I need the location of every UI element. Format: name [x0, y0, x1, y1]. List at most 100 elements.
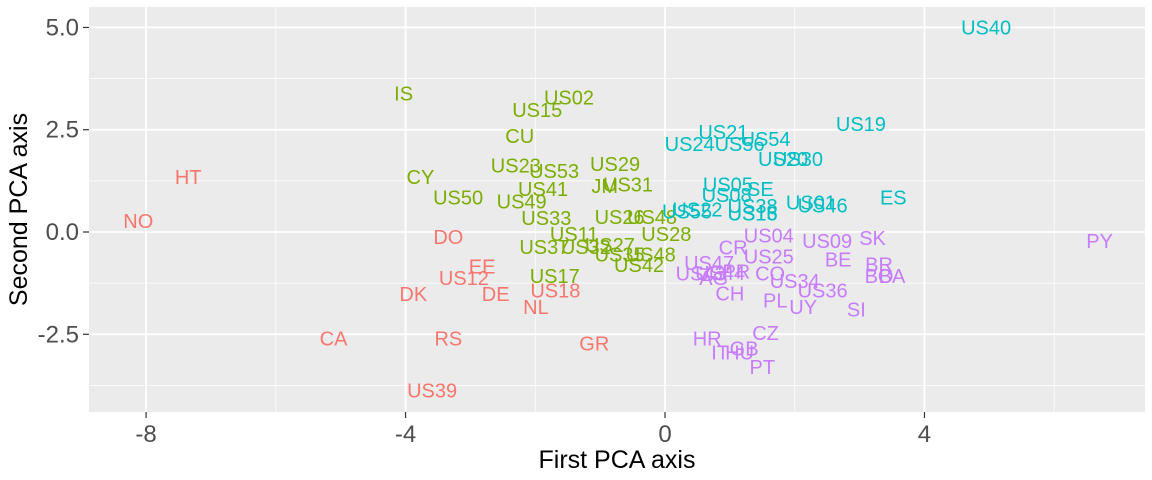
point-label-rs: RS: [434, 328, 462, 350]
point-label-it: IT: [711, 343, 729, 365]
point-label-us04: US04: [744, 225, 794, 247]
point-label-us29: US29: [590, 154, 640, 176]
x-tick-label: 4: [918, 421, 931, 448]
point-label-ch: CH: [715, 283, 744, 305]
point-label-bo: BO: [865, 266, 894, 288]
point-label-uy: UY: [789, 297, 817, 319]
point-label-ee: EE: [469, 256, 496, 278]
point-label-us02: US02: [544, 87, 594, 109]
point-label-hr: HR: [693, 328, 722, 350]
point-label-us44: US44: [695, 263, 745, 285]
point-label-de: DE: [482, 284, 510, 306]
point-label-us55: US55: [662, 202, 712, 224]
point-label-us39: US39: [407, 380, 457, 402]
point-label-ht: HT: [175, 167, 202, 189]
point-label-us05: US05: [703, 175, 753, 197]
point-label-hu: HU: [725, 343, 754, 365]
point-label-ca: CA: [320, 328, 348, 350]
point-label-us15: US15: [512, 100, 562, 122]
point-label-ag: AG: [699, 268, 728, 290]
point-label-py: PY: [1086, 231, 1113, 253]
y-tick-label: 0.0: [46, 219, 79, 246]
point-label-ba: BA: [879, 266, 906, 288]
point-label-gr: GR: [579, 334, 609, 356]
point-label-us09: US09: [802, 231, 852, 253]
point-label-us25: US25: [744, 247, 794, 269]
axis-ticks: [83, 26, 926, 418]
point-label-us17: US17: [530, 266, 580, 288]
point-label-us16: US16: [728, 204, 778, 226]
point-label-us11: US11: [550, 224, 599, 246]
major-gridlines: [89, 7, 1145, 412]
point-label-us28: US28: [641, 224, 691, 246]
point-label-cy: CY: [407, 167, 435, 189]
point-label-us50: US50: [433, 188, 483, 210]
y-tick-label: 2.5: [46, 117, 79, 144]
point-label-cu: CU: [505, 126, 534, 148]
point-label-do: DO: [433, 227, 463, 249]
point-label-cz: CZ: [752, 323, 779, 345]
point-label-us43: US43: [676, 264, 726, 286]
point-label-us21: US21: [698, 122, 748, 144]
x-tick-label: -8: [135, 421, 156, 448]
point-label-us32: US32: [561, 237, 611, 259]
point-label-us22: US22: [672, 200, 722, 222]
point-label-us46: US46: [798, 195, 848, 217]
point-label-pr: PR: [722, 262, 750, 284]
point-label-us31: US31: [603, 175, 653, 197]
point-label-us56: US56: [715, 134, 765, 156]
point-label-us36: US36: [798, 281, 848, 303]
point-label-pt: PT: [750, 357, 776, 379]
tick-labels: -8 -4 0 4 -2.5 0.0 2.5 5.0: [38, 14, 931, 448]
point-label-us53: US53: [529, 161, 579, 183]
y-tick-label: 5.0: [46, 14, 79, 41]
point-label-us48: US48: [626, 245, 676, 267]
point-label-sk: SK: [859, 228, 886, 250]
point-label-jm: JM: [591, 176, 618, 198]
point-label-us38: US38: [728, 196, 778, 218]
minor-gridlines: [89, 7, 1145, 412]
x-tick-label: -4: [395, 421, 416, 448]
point-label-us26: US26: [595, 207, 645, 229]
point-label-cr: CR: [719, 238, 748, 260]
point-label-co: CO: [755, 264, 785, 286]
point-label-us40: US40: [961, 17, 1011, 39]
point-label-us34: US34: [770, 271, 820, 293]
plot-panel: [89, 7, 1145, 412]
point-label-es: ES: [880, 188, 907, 210]
point-label-us48: US48: [627, 207, 677, 229]
point-label-us24: US24: [665, 134, 715, 156]
point-label-be: BE: [825, 249, 852, 271]
point-label-us20: US20: [758, 149, 808, 171]
point-label-us37: US37: [519, 237, 569, 259]
point-label-us19: US19: [836, 114, 886, 136]
point-label-si: SI: [847, 300, 866, 322]
point-label-us23: US23: [491, 156, 541, 178]
point-label-no: NO: [123, 211, 153, 233]
point-label-us13: US13: [728, 204, 778, 226]
point-label-is: IS: [394, 83, 413, 105]
point-label-us27: US27: [585, 235, 635, 257]
point-label-nl: NL: [523, 297, 549, 319]
x-axis-title: First PCA axis: [539, 446, 696, 474]
point-label-se: SE: [747, 179, 774, 201]
point-label-br: BR: [865, 255, 893, 277]
point-label-us35: US35: [595, 245, 645, 267]
y-axis-title: Second PCA axis: [5, 113, 33, 306]
point-label-us47: US47: [684, 253, 734, 275]
point-label-us30: US30: [773, 149, 823, 171]
point-label-us42: US42: [614, 255, 664, 277]
point-label-us12: US12: [439, 268, 489, 290]
point-label-us41: US41: [518, 179, 568, 201]
x-tick-label: 0: [658, 421, 671, 448]
point-label-us33: US33: [521, 208, 571, 230]
point-label-us18: US18: [530, 281, 580, 303]
point-label-gb: GB: [730, 339, 759, 361]
point-label-pl: PL: [763, 290, 787, 312]
point-label-us49: US49: [497, 192, 547, 214]
point-label-us08: US08: [702, 185, 752, 207]
point-label-us01: US01: [786, 193, 836, 215]
point-label-us54: US54: [741, 129, 791, 151]
